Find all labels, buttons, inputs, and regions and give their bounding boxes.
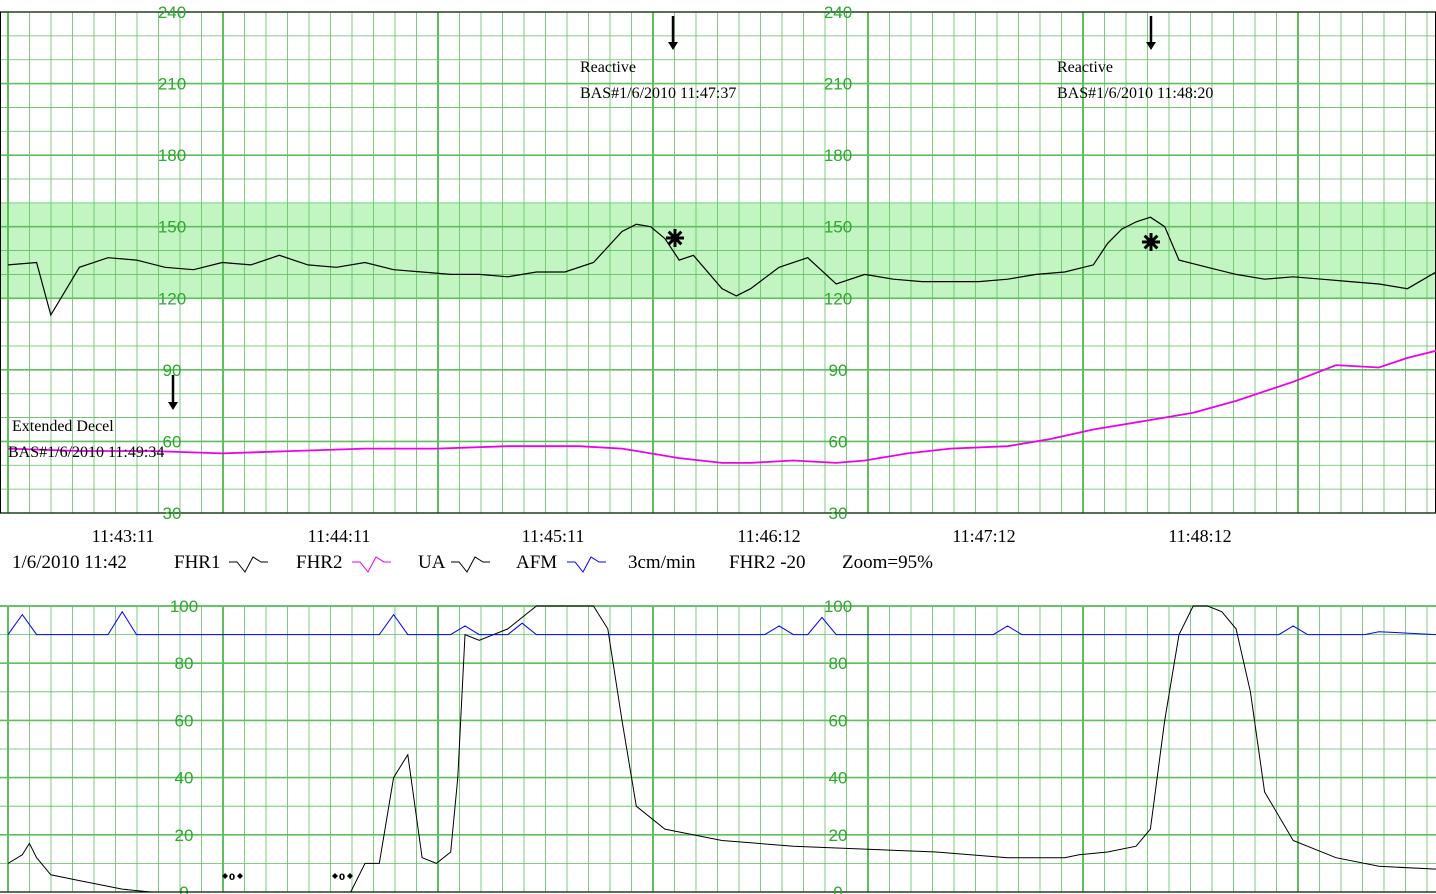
info-speed: 3cm/min [628,552,696,573]
y-tick-label: 0 [833,883,842,894]
series-fhr1 [7,216,1436,317]
acceleration-star-icon [666,229,684,247]
time-label: 11:47:12 [952,526,1015,546]
y-tick-label: 180 [158,146,186,165]
acceleration-star-icon [1142,233,1160,251]
svg-text:0: 0 [229,873,235,883]
y-tick-label: 60 [829,432,848,451]
event-arrow-icon [668,16,678,50]
y-tick-label: 40 [175,769,194,788]
y-tick-label: 150 [824,218,852,237]
info-ua-label: UA [418,552,446,573]
info-bar: 1/6/2010 11:42 FHR1 FHR2 UA AFM 3cm/min … [12,552,933,573]
toco-zero-marker: 0 [222,873,243,883]
y-tick-label: 120 [824,289,852,308]
annotation-detail: BAS#1/6/2010 11:47:37 [580,85,736,102]
svg-text:0: 0 [339,873,345,883]
time-label: 11:48:12 [1168,526,1231,546]
y-tick-label: 120 [158,289,186,308]
time-label: 11:43:11 [92,526,155,546]
info-fhr2-label: FHR2 [296,552,342,573]
annotations: Reactive BAS#1/6/2010 11:47:37 Reactive BAS… [8,16,1213,461]
y-tick-label: 210 [824,75,852,94]
series-fhr2 [7,349,1436,464]
annotation-detail: BAS#1/6/2010 11:49:34 [8,444,164,461]
series-ua [7,605,1436,893]
y-tick-label: 0 [179,883,188,894]
info-datetime: 1/6/2010 11:42 [12,552,127,573]
y-tick-label: 80 [175,654,194,673]
annotation-title: Reactive [1057,59,1113,76]
event-arrow-icon [1146,16,1156,50]
y-tick-label: 210 [158,75,186,94]
time-label: 11:46:12 [737,526,800,546]
info-afm-label: AFM [516,552,557,573]
annotation-title: Extended Decel [12,418,114,435]
y-tick-label: 90 [163,361,182,380]
y-tick-label: 60 [829,711,848,730]
ua-panel: 100 80 60 40 20 0 100 80 60 40 20 0 0 0 [0,597,1436,894]
y-tick-label: 240 [824,3,852,22]
y-tick-label: 90 [829,361,848,380]
info-zoom: Zoom=95% [842,552,933,573]
y-tick-label: 80 [829,654,848,673]
fhr-panel: 240 210 180 150 120 90 60 30 240 210 180 150 120 90 60… [0,3,1436,523]
series-afm [7,610,1436,636]
y-tick-label: 100 [170,597,198,616]
time-labels: 11:43:11 11:44:11 11:45:11 11:46:12 11:47:12… [92,526,1232,546]
y-tick-label: 30 [829,504,848,523]
fhr2-legend-icon [352,556,391,573]
y-tick-label: 100 [824,597,852,616]
afm-legend-icon [567,556,606,573]
info-fhr2-offset: FHR2 -20 [729,552,806,573]
y-tick-label: 180 [824,146,852,165]
time-label: 11:45:11 [522,526,585,546]
y-tick-label: 60 [175,711,194,730]
y-tick-label: 150 [158,218,186,237]
y-tick-label: 240 [158,3,186,22]
y-tick-label: 40 [829,769,848,788]
event-arrow-icon [168,375,178,410]
info-fhr1-label: FHR1 [174,552,220,573]
ua-legend-icon [451,556,490,573]
y-tick-label: 20 [829,826,848,845]
y-tick-label: 60 [163,432,182,451]
toco-zero-marker: 0 [332,873,353,883]
fhr1-legend-icon [229,556,268,573]
y-tick-label: 30 [163,504,182,523]
annotation-title: Reactive [580,59,636,76]
time-label: 11:44:11 [308,526,371,546]
annotation-detail: BAS#1/6/2010 11:48:20 [1057,85,1213,102]
y-tick-label: 20 [175,826,194,845]
